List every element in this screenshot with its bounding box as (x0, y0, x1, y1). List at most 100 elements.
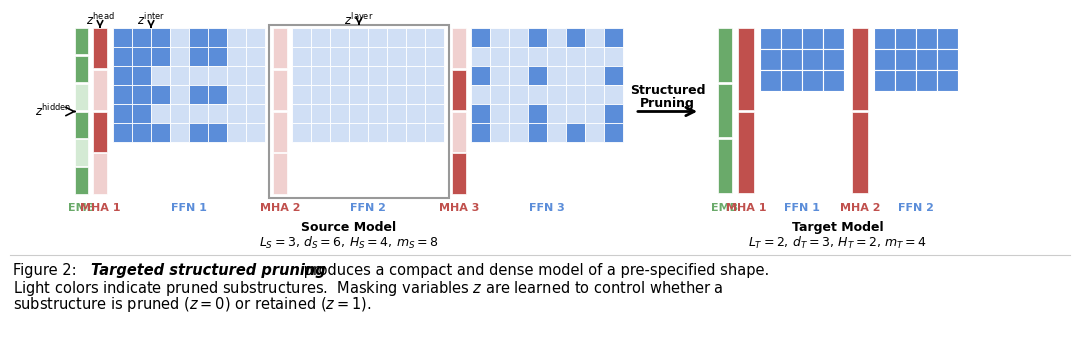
Bar (113, 85, 132, 104)
Bar (132, 123, 151, 142)
Bar (509, 47, 528, 66)
Bar (426, 28, 444, 47)
Bar (781, 70, 802, 91)
Bar (546, 66, 566, 85)
Text: $z^{\mathrm{inter}}$: $z^{\mathrm{inter}}$ (137, 12, 165, 28)
Bar (490, 47, 509, 66)
Bar (509, 123, 528, 142)
Bar (208, 85, 227, 104)
Bar (93, 111, 107, 152)
Bar (269, 25, 449, 198)
Bar (273, 70, 287, 110)
Bar (718, 83, 732, 137)
Bar (132, 66, 151, 85)
Bar (760, 70, 781, 91)
Bar (273, 111, 287, 152)
Bar (227, 104, 246, 123)
Bar (349, 104, 368, 123)
Text: FFN 2: FFN 2 (899, 203, 934, 213)
Bar (246, 47, 265, 66)
Bar (895, 49, 916, 70)
Bar (368, 104, 387, 123)
Bar (113, 123, 132, 142)
Bar (227, 47, 246, 66)
Text: FFN 1: FFN 1 (171, 203, 207, 213)
Bar (566, 66, 585, 85)
Bar (471, 28, 490, 47)
Bar (546, 123, 566, 142)
Text: MHA 1: MHA 1 (80, 203, 120, 213)
Bar (802, 49, 823, 70)
Bar (490, 123, 509, 142)
Text: MHA 3: MHA 3 (438, 203, 480, 213)
Text: EMB: EMB (68, 203, 95, 213)
Bar (349, 66, 368, 85)
Bar (406, 47, 426, 66)
Bar (546, 28, 566, 47)
Text: Pruning: Pruning (640, 98, 694, 110)
Bar (471, 104, 490, 123)
Bar (937, 70, 958, 91)
Bar (426, 123, 444, 142)
Text: FFN 2: FFN 2 (350, 203, 386, 213)
Bar (170, 47, 189, 66)
Text: FFN 1: FFN 1 (784, 203, 820, 213)
Bar (208, 28, 227, 47)
Bar (151, 28, 170, 47)
Bar (368, 123, 387, 142)
Bar (426, 47, 444, 66)
Bar (75, 139, 87, 166)
Bar (368, 85, 387, 104)
Bar (246, 66, 265, 85)
Bar (246, 85, 265, 104)
Bar (292, 104, 311, 123)
Bar (718, 139, 732, 193)
Bar (311, 47, 330, 66)
Bar (490, 104, 509, 123)
Bar (227, 85, 246, 104)
Text: $L_T = 2,\, d_T = 3,\, H_T = 2,\, m_T = 4$: $L_T = 2,\, d_T = 3,\, H_T = 2,\, m_T = … (748, 235, 928, 251)
Bar (566, 104, 585, 123)
Bar (189, 47, 208, 66)
Bar (490, 85, 509, 104)
Bar (781, 28, 802, 49)
Text: substructure is pruned ($z = 0$) or retained ($z = 1$).: substructure is pruned ($z = 0$) or reta… (13, 295, 372, 314)
Bar (132, 28, 151, 47)
Bar (874, 70, 895, 91)
Text: Targeted structured pruning: Targeted structured pruning (91, 263, 325, 278)
Bar (330, 104, 349, 123)
Bar (151, 104, 170, 123)
Bar (292, 28, 311, 47)
Bar (585, 47, 604, 66)
Text: produces a compact and dense model of a pre-specified shape.: produces a compact and dense model of a … (299, 263, 769, 278)
Bar (509, 104, 528, 123)
Bar (546, 47, 566, 66)
Bar (330, 66, 349, 85)
Bar (292, 47, 311, 66)
Text: MHA 2: MHA 2 (260, 203, 300, 213)
Bar (546, 104, 566, 123)
Bar (113, 66, 132, 85)
Bar (585, 123, 604, 142)
Bar (471, 85, 490, 104)
Bar (585, 66, 604, 85)
Bar (227, 123, 246, 142)
Bar (387, 66, 406, 85)
Bar (132, 85, 151, 104)
Text: Source Model: Source Model (301, 221, 396, 234)
Bar (528, 47, 546, 66)
Text: $z^{\mathrm{hidden}}$: $z^{\mathrm{hidden}}$ (35, 103, 71, 119)
Bar (604, 123, 623, 142)
Text: Structured: Structured (630, 83, 705, 97)
Bar (311, 28, 330, 47)
Bar (852, 111, 868, 193)
Bar (718, 28, 732, 82)
Bar (151, 85, 170, 104)
Bar (528, 66, 546, 85)
Bar (604, 28, 623, 47)
Bar (292, 66, 311, 85)
Bar (937, 28, 958, 49)
Bar (585, 28, 604, 47)
Text: MHA 1: MHA 1 (726, 203, 766, 213)
Bar (823, 70, 843, 91)
